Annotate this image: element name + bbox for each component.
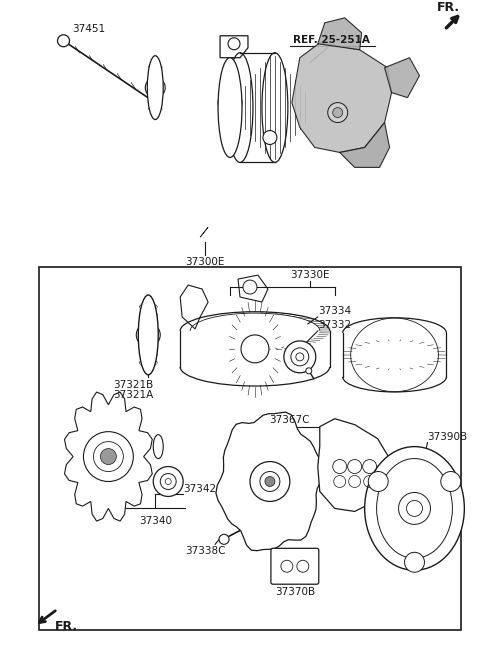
Ellipse shape [138,295,158,375]
Text: 37451: 37451 [72,24,105,34]
Circle shape [263,131,277,144]
Ellipse shape [241,335,269,363]
Ellipse shape [147,56,163,119]
Text: 37367C: 37367C [270,415,310,424]
Circle shape [218,91,242,115]
Polygon shape [340,123,390,167]
Text: REF. 25-251A: REF. 25-251A [293,35,370,45]
Text: 37390B: 37390B [428,432,468,441]
Text: 37342: 37342 [183,485,216,495]
Polygon shape [64,392,152,521]
Text: 37340: 37340 [139,516,172,526]
Text: 37338C: 37338C [185,546,225,556]
Circle shape [145,77,165,98]
FancyBboxPatch shape [271,548,319,584]
Circle shape [84,432,133,482]
Circle shape [153,466,183,497]
Polygon shape [384,58,420,98]
Circle shape [100,449,116,464]
Circle shape [306,368,312,374]
Ellipse shape [153,435,163,459]
Polygon shape [318,419,390,512]
Circle shape [228,38,240,50]
Circle shape [219,535,229,544]
Circle shape [441,472,461,491]
Polygon shape [216,412,324,550]
Text: 37321A: 37321A [113,390,154,400]
Ellipse shape [218,58,242,157]
Text: 37321B: 37321B [113,380,154,390]
Polygon shape [292,43,392,152]
Circle shape [250,462,290,501]
Circle shape [333,108,343,117]
Text: 37332: 37332 [318,320,351,330]
Circle shape [284,341,316,373]
Text: 37300E: 37300E [185,257,225,267]
Ellipse shape [365,447,464,570]
Text: 37334: 37334 [318,306,351,316]
Bar [38,267,461,630]
Circle shape [265,476,275,487]
Circle shape [368,472,388,491]
Polygon shape [318,18,361,50]
Circle shape [136,323,160,347]
Text: 37370B: 37370B [275,587,315,597]
Text: FR.: FR. [55,619,78,632]
Text: 37330E: 37330E [290,270,330,280]
Circle shape [328,102,348,123]
Circle shape [405,552,424,572]
Circle shape [243,280,257,294]
Circle shape [58,35,70,47]
Polygon shape [200,227,208,237]
Text: FR.: FR. [436,1,459,14]
